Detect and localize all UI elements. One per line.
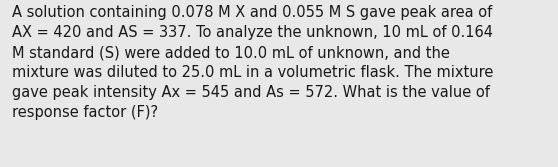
Text: A solution containing 0.078 M X and 0.055 M S gave peak area of
AX = 420 and AS : A solution containing 0.078 M X and 0.05… — [12, 5, 494, 120]
